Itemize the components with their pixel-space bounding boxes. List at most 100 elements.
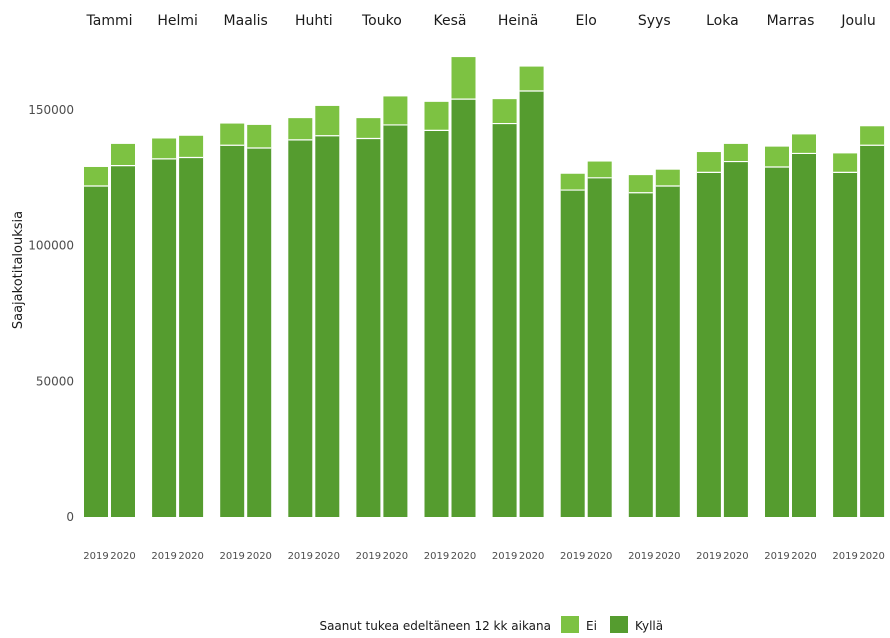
facet-title-helmi: Helmi	[157, 13, 198, 29]
bar-ei	[179, 135, 204, 158]
bar-kylla	[792, 153, 816, 517]
x-tick-label: 2019	[83, 551, 108, 562]
bar-kylla	[765, 166, 789, 518]
bar-ei	[560, 173, 585, 191]
y-axis-title: Saajakotitalouksia	[11, 211, 26, 329]
bar-kylla	[628, 192, 653, 518]
bar-kylla	[356, 138, 381, 518]
bar-ei	[356, 118, 381, 139]
facet-title-maalis: Maalis	[224, 13, 268, 29]
bar-group-helmi-2019	[152, 138, 177, 517]
bar-kylla	[833, 172, 858, 517]
legend-label-kyllä: Kyllä	[635, 619, 663, 633]
x-tick-label: 2020	[178, 551, 203, 562]
facet-title-elo: Elo	[576, 13, 597, 29]
bar-ei	[315, 105, 340, 136]
x-tick-label: 2020	[859, 551, 884, 562]
facet-title-joulu: Joulu	[840, 13, 875, 29]
bar-ei	[424, 101, 449, 131]
bar-ei	[220, 123, 245, 146]
x-tick-label: 2019	[424, 551, 449, 562]
bar-ei	[792, 134, 816, 154]
bar-group-marras-2020	[792, 134, 816, 517]
bar-kylla	[179, 157, 204, 517]
x-tick-label: 2020	[246, 551, 271, 562]
y-tick-label: 0	[66, 510, 74, 524]
x-tick-label: 2019	[832, 551, 857, 562]
bar-group-joulu-2020	[860, 126, 885, 518]
legend-swatch-kyllä	[610, 616, 628, 633]
x-tick-label: 2019	[560, 551, 585, 562]
bar-kylla	[723, 161, 748, 517]
bar-ei	[451, 57, 476, 100]
bar-group-helmi-2020	[179, 135, 204, 517]
bars	[84, 57, 885, 518]
x-tick-label: 2020	[587, 551, 612, 562]
bar-kylla	[111, 165, 135, 517]
y-tick-label: 150000	[28, 103, 74, 117]
bar-kylla	[220, 145, 245, 518]
bar-ei	[288, 118, 313, 140]
x-tick-label: 2019	[288, 551, 313, 562]
bar-group-heinä-2020	[519, 66, 544, 518]
bar-ei	[383, 96, 408, 125]
bar-group-kesä-2019	[424, 101, 449, 517]
x-tick-label: 2020	[519, 551, 544, 562]
x-tick-label: 2019	[356, 551, 381, 562]
bar-group-loka-2019	[696, 152, 721, 517]
bar-ei	[492, 99, 517, 124]
bar-kylla	[860, 145, 885, 518]
bar-kylla	[696, 172, 721, 517]
bar-group-maalis-2020	[247, 124, 272, 517]
y-tick-label: 50000	[36, 374, 74, 388]
bar-kylla	[315, 135, 340, 517]
facet-labels: Tammi Helmi Maalis Huhti Touko Kesä Heinä Elo Sy…	[86, 13, 876, 29]
bar-kylla	[451, 99, 476, 517]
legend: Saanut tukea edeltäneen 12 kk aikana Ei Ky…	[319, 616, 663, 633]
bar-ei	[860, 126, 885, 146]
facet-title-huhti: Huhti	[295, 13, 333, 29]
bar-ei	[833, 153, 858, 173]
facet-title-touko: Touko	[361, 13, 402, 29]
bar-kylla	[383, 124, 408, 517]
bar-kylla	[288, 139, 313, 517]
x-tick-label: 2020	[110, 551, 135, 562]
x-tick-label: 2020	[791, 551, 816, 562]
bar-ei	[111, 143, 135, 166]
bar-group-huhti-2019	[288, 118, 313, 517]
facet-title-marras: Marras	[767, 13, 815, 29]
legend-title: Saanut tukea edeltäneen 12 kk aikana	[319, 619, 551, 633]
bar-group-huhti-2020	[315, 105, 340, 517]
x-tick-label: 2019	[492, 551, 517, 562]
bar-kylla	[655, 185, 680, 517]
bar-kylla	[84, 185, 108, 517]
bar-group-touko-2019	[356, 118, 381, 518]
bar-group-heinä-2019	[492, 99, 517, 518]
bar-ei	[696, 152, 721, 173]
bar-ei	[519, 66, 544, 92]
bar-group-kesä-2020	[451, 57, 476, 517]
x-tick-label: 2019	[764, 551, 789, 562]
bar-kylla	[519, 91, 544, 518]
bar-group-joulu-2019	[833, 153, 858, 517]
facet-title-loka: Loka	[706, 13, 739, 29]
bar-group-marras-2019	[765, 146, 789, 518]
legend-label-ei: Ei	[586, 619, 597, 633]
bar-ei	[587, 161, 612, 178]
x-tick-label: 2020	[723, 551, 748, 562]
bar-group-elo-2019	[560, 173, 585, 517]
x-tick-label: 2019	[628, 551, 653, 562]
x-tick-label: 2020	[383, 551, 408, 562]
bar-group-loka-2020	[723, 143, 748, 517]
bar-group-tammi-2019	[84, 166, 108, 517]
bar-ei	[628, 175, 653, 193]
bar-kylla	[492, 123, 517, 518]
x-tick-label: 2019	[151, 551, 176, 562]
bar-group-maalis-2019	[220, 123, 245, 518]
x-tick-label: 2020	[315, 551, 340, 562]
bar-ei	[152, 138, 177, 159]
bar-ei	[655, 169, 680, 186]
bar-kylla	[560, 190, 585, 517]
